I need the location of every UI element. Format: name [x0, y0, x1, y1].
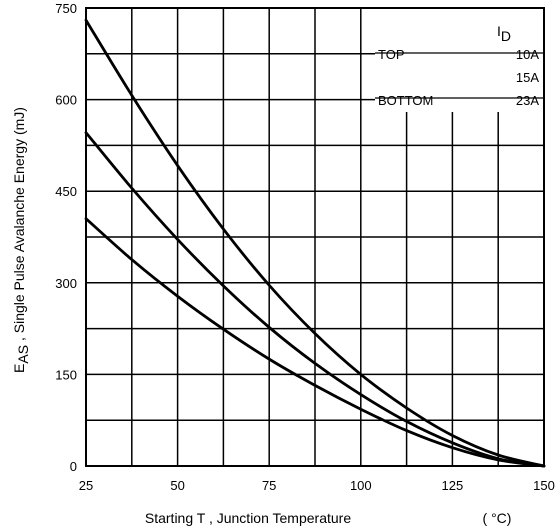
x-tick-label: 150 — [533, 478, 555, 493]
y-tick-label: 300 — [55, 276, 77, 291]
series-lines — [84, 18, 546, 468]
legend-header: ID — [497, 23, 511, 44]
x-tick-label: 50 — [170, 478, 184, 493]
legend-value-10a: 10A — [516, 47, 539, 62]
y-axis-label: EAS , Single Pulse Avalanche Energy (mJ) — [11, 107, 31, 373]
grid — [86, 8, 544, 466]
legend-background — [375, 9, 543, 112]
x-tick-label: 25 — [79, 478, 93, 493]
series-line-23a — [84, 217, 546, 468]
x-axis-label: Starting T , Junction Temperature — [145, 510, 351, 526]
legend-value-23a: 23A — [516, 93, 539, 108]
legend-value-15a: 15A — [516, 70, 539, 85]
legend: ID TOP 10A 15A BOTTOM 23A — [375, 23, 543, 108]
x-tick-label: 125 — [442, 478, 464, 493]
plot-frame — [85, 7, 545, 467]
y-tick-label: 750 — [55, 1, 77, 16]
legend-tag-bottom: BOTTOM — [378, 93, 433, 108]
x-tick-label: 100 — [350, 478, 372, 493]
y-tick-label: 0 — [70, 459, 77, 474]
tick-labels: 25 50 75 100 125 150 0 150 300 450 600 750 — [55, 1, 555, 493]
series-line-10a — [84, 18, 546, 468]
y-tick-label: 150 — [55, 367, 77, 382]
y-tick-label: 450 — [55, 184, 77, 199]
legend-tag-top: TOP — [378, 47, 405, 62]
y-tick-label: 600 — [55, 93, 77, 108]
x-axis-unit: ( °C) — [483, 510, 512, 526]
series-line-15a — [84, 131, 546, 468]
x-tick-label: 75 — [262, 478, 276, 493]
